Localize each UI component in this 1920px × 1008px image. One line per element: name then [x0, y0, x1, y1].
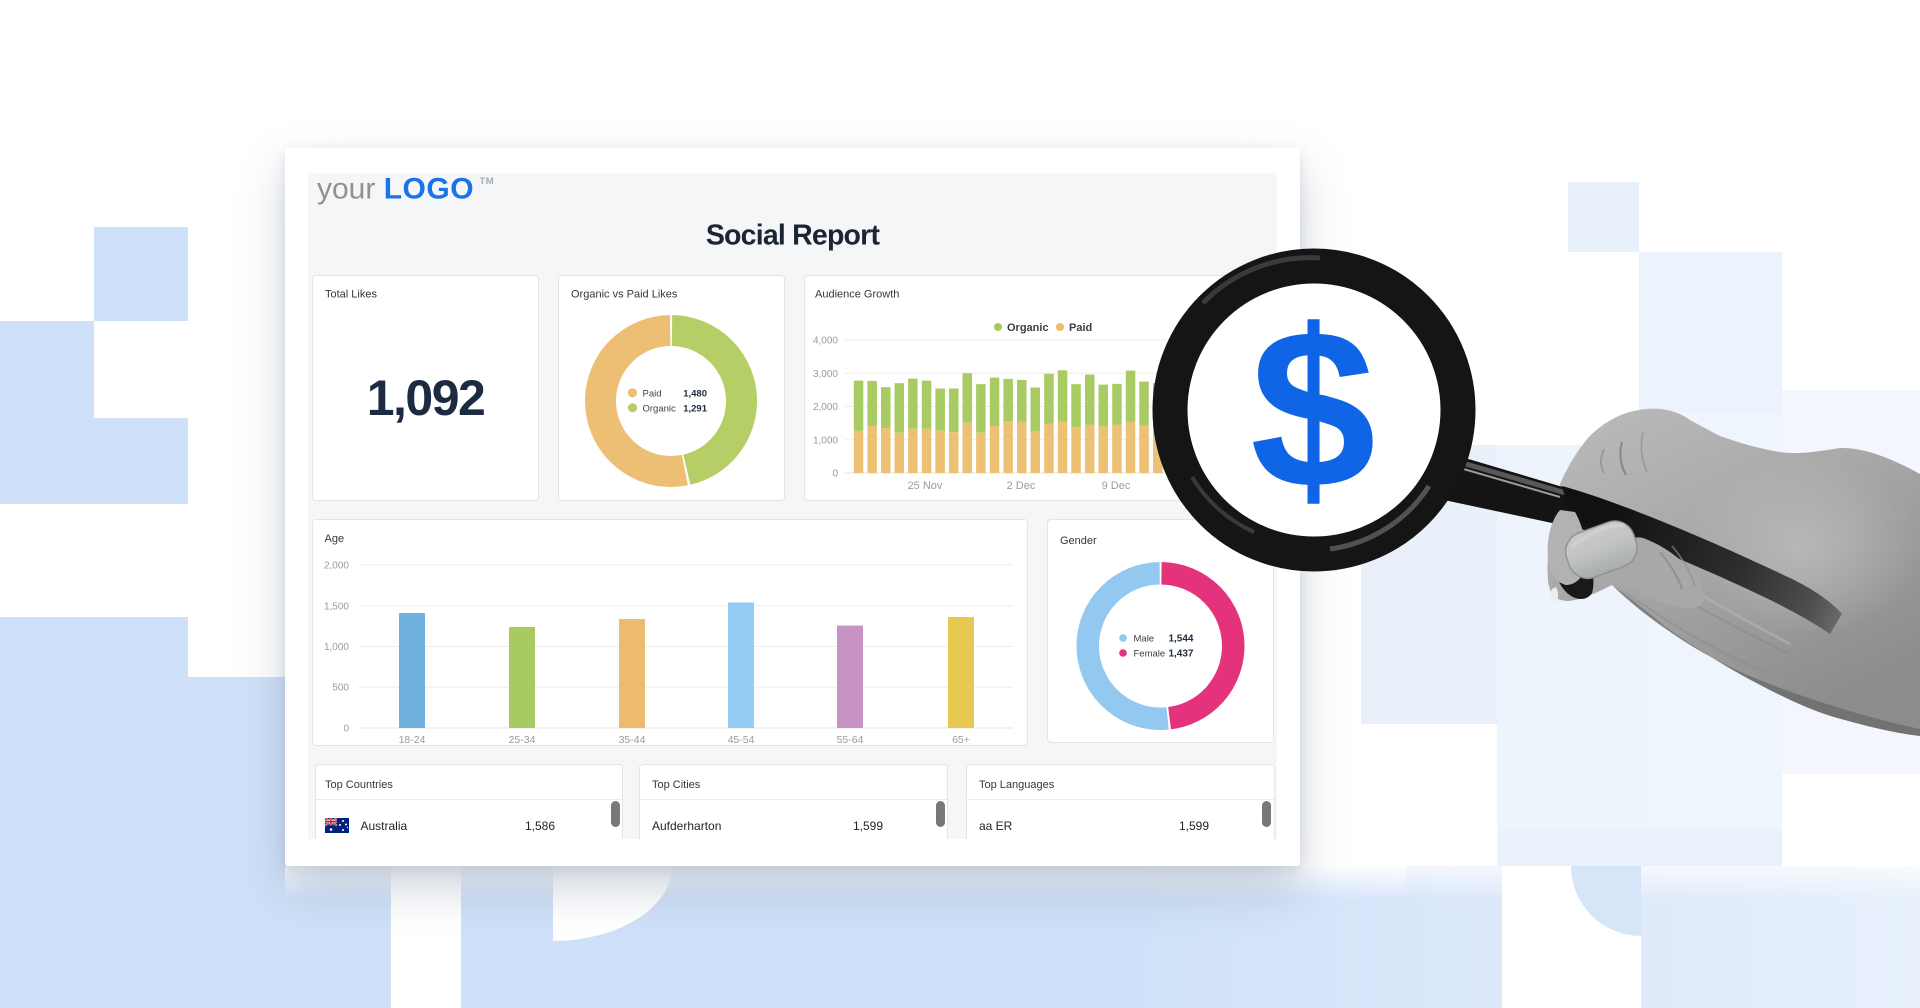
- svg-text:9 Dec: 9 Dec: [1102, 480, 1131, 492]
- svg-text:Australia: Australia: [361, 819, 408, 833]
- svg-text:Organic: Organic: [643, 403, 677, 414]
- svg-text:1,599: 1,599: [1179, 819, 1209, 833]
- svg-text:Organic vs Paid Likes: Organic vs Paid Likes: [571, 289, 678, 301]
- svg-text:Top Languages: Top Languages: [979, 779, 1055, 791]
- svg-text:0: 0: [832, 469, 838, 480]
- svg-text:35-44: 35-44: [619, 734, 646, 746]
- svg-text:Top Countries: Top Countries: [325, 779, 393, 791]
- svg-text:2,000: 2,000: [324, 561, 349, 572]
- svg-text:$: $: [1250, 282, 1376, 535]
- svg-text:Audience Growth: Audience Growth: [815, 289, 899, 301]
- svg-text:TM: TM: [480, 176, 495, 187]
- svg-text:Social Report: Social Report: [706, 220, 881, 252]
- svg-text:1,500: 1,500: [324, 601, 349, 612]
- svg-text:Paid: Paid: [1069, 322, 1092, 334]
- svg-text:Male: Male: [1134, 633, 1155, 644]
- svg-text:25 Nov: 25 Nov: [908, 480, 943, 492]
- svg-text:1,599: 1,599: [853, 819, 883, 833]
- svg-text:18-24: 18-24: [399, 734, 426, 746]
- svg-text:65+: 65+: [952, 734, 970, 746]
- svg-text:45-54: 45-54: [728, 734, 755, 746]
- svg-text:1,000: 1,000: [324, 642, 349, 653]
- svg-text:Female: Female: [1134, 648, 1166, 659]
- svg-text:1,291: 1,291: [683, 403, 707, 414]
- svg-text:1,437: 1,437: [1168, 648, 1193, 659]
- svg-text:Gender: Gender: [1060, 535, 1097, 547]
- svg-text:4,000: 4,000: [813, 336, 838, 347]
- svg-text:0: 0: [343, 724, 349, 735]
- svg-text:500: 500: [332, 683, 349, 694]
- svg-text:1,000: 1,000: [813, 435, 838, 446]
- svg-text:2,000: 2,000: [813, 402, 838, 413]
- svg-text:3,000: 3,000: [813, 369, 838, 380]
- svg-text:2 Dec: 2 Dec: [1007, 480, 1036, 492]
- svg-text:1,544: 1,544: [1168, 633, 1193, 644]
- svg-text:Paid: Paid: [643, 388, 662, 399]
- svg-text:1,092: 1,092: [367, 370, 485, 426]
- svg-text:1,586: 1,586: [525, 819, 555, 833]
- svg-text:Age: Age: [325, 533, 345, 545]
- svg-text:1,480: 1,480: [683, 388, 707, 399]
- svg-text:your LOGO: your LOGO: [317, 173, 474, 206]
- svg-text:55-64: 55-64: [837, 734, 864, 746]
- svg-text:Organic: Organic: [1007, 322, 1049, 334]
- svg-text:Total Likes: Total Likes: [325, 289, 377, 301]
- svg-text:Top Cities: Top Cities: [652, 779, 701, 791]
- svg-text:aa ER: aa ER: [979, 819, 1013, 833]
- svg-text:Aufderharton: Aufderharton: [652, 819, 721, 833]
- svg-text:25-34: 25-34: [509, 734, 536, 746]
